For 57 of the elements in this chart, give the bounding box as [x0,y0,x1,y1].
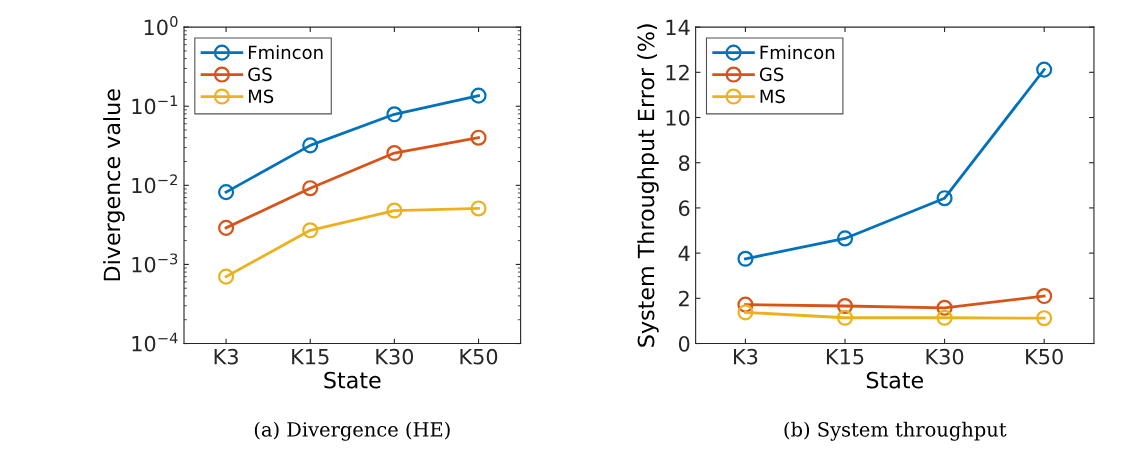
y-tick-label: 14 [666,19,690,36]
text: (b) System throughput [784,421,1007,441]
point [936,309,953,326]
y-tick-label: 10$^{−4}$ [132,332,178,352]
point [218,184,235,201]
point [386,106,403,123]
y-tick-label: 4 [678,245,690,262]
point [302,137,319,154]
y-axis-title: System Throughput Error (%) [637,24,659,347]
point [386,202,403,219]
y-tick-label: 10$^{0}$ [144,16,178,36]
x-tick-label: K3 [214,348,238,365]
legend-label: MS [760,89,785,104]
y-tick-label: 10$^{−3}$ [132,253,178,273]
point [737,304,754,321]
point [470,87,487,104]
x-tick-label: K3 [734,348,758,365]
point [836,297,854,315]
text: (a) Divergence (HE) [254,421,450,441]
point [386,144,403,162]
point [302,180,319,197]
point [836,309,854,326]
x-tick-label: K50 [1026,348,1063,365]
y-tick-label: 0 [678,335,690,352]
point [936,299,953,316]
y-tick-label: 10 [666,109,690,126]
x-tick-label: K15 [292,349,329,365]
point [1036,288,1053,305]
y-tick-label: 10$^{−2}$ [132,174,177,194]
y-tick-label: 6 [678,200,690,217]
y-tick-label: 12 [666,64,689,81]
point [836,230,854,247]
point [302,222,319,239]
point [218,219,235,236]
y-tick-label: 2 [679,290,689,307]
point [470,200,487,217]
point [737,250,754,267]
point [470,129,487,146]
legend-label: Fmincon [760,45,835,60]
point [936,190,953,207]
point [1036,310,1053,327]
point [218,268,235,285]
x-tick-label: K50 [460,348,498,365]
legend-label: MS [248,89,274,104]
x-tick-label: K15 [826,349,864,365]
legend-label: GS [759,67,784,82]
x-axis-title: State [866,371,924,389]
legend-label: GS [248,67,272,82]
y-axis-title: Divergence value [103,89,125,281]
x-tick-label: K30 [926,348,964,365]
x-tick-label: K30 [376,348,414,365]
point [737,296,754,313]
x-axis-title: State [324,371,381,389]
legend-label: Fmincon [248,45,323,60]
y-tick-label: 10$^{−1}$ [132,95,178,115]
y-tick-label: 8 [678,155,690,171]
point [1036,61,1053,78]
